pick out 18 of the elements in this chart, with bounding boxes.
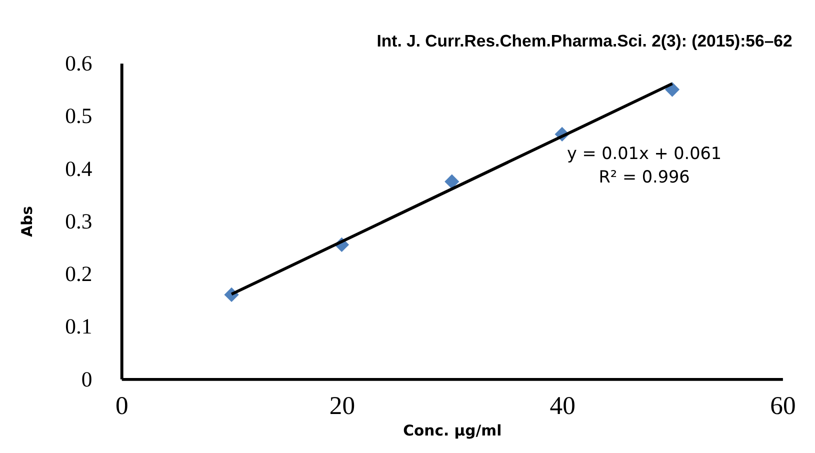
y-tick-label: 0.6 <box>65 52 92 76</box>
y-tick-label: 0 <box>81 367 92 392</box>
x-tick-label: 0 <box>115 390 128 420</box>
x-tick-label: 40 <box>550 390 576 420</box>
text: Int. J. Curr.Res.Chem.Pharma.Sci. 2(3): (2015):56–62 <box>376 31 792 50</box>
point <box>664 82 680 97</box>
x-tick-label: 20 <box>329 390 356 420</box>
y-tick-label: 0.4 <box>65 156 92 181</box>
y-tick-label: 0.2 <box>65 262 92 286</box>
y-tick-label: 0.3 <box>65 209 92 234</box>
annotation: y = 0.01x + 0.061 <box>567 142 722 163</box>
x-tick-label: 60 <box>770 390 796 420</box>
y-axis-title: Abs <box>19 206 36 237</box>
x-axis-title: Conc. µg/ml <box>403 422 502 440</box>
y-tick-label: 0.5 <box>65 104 92 128</box>
annotation: R² = 0.996 <box>598 166 690 187</box>
point <box>444 174 460 189</box>
y-tick-label: 0.1 <box>65 314 92 339</box>
